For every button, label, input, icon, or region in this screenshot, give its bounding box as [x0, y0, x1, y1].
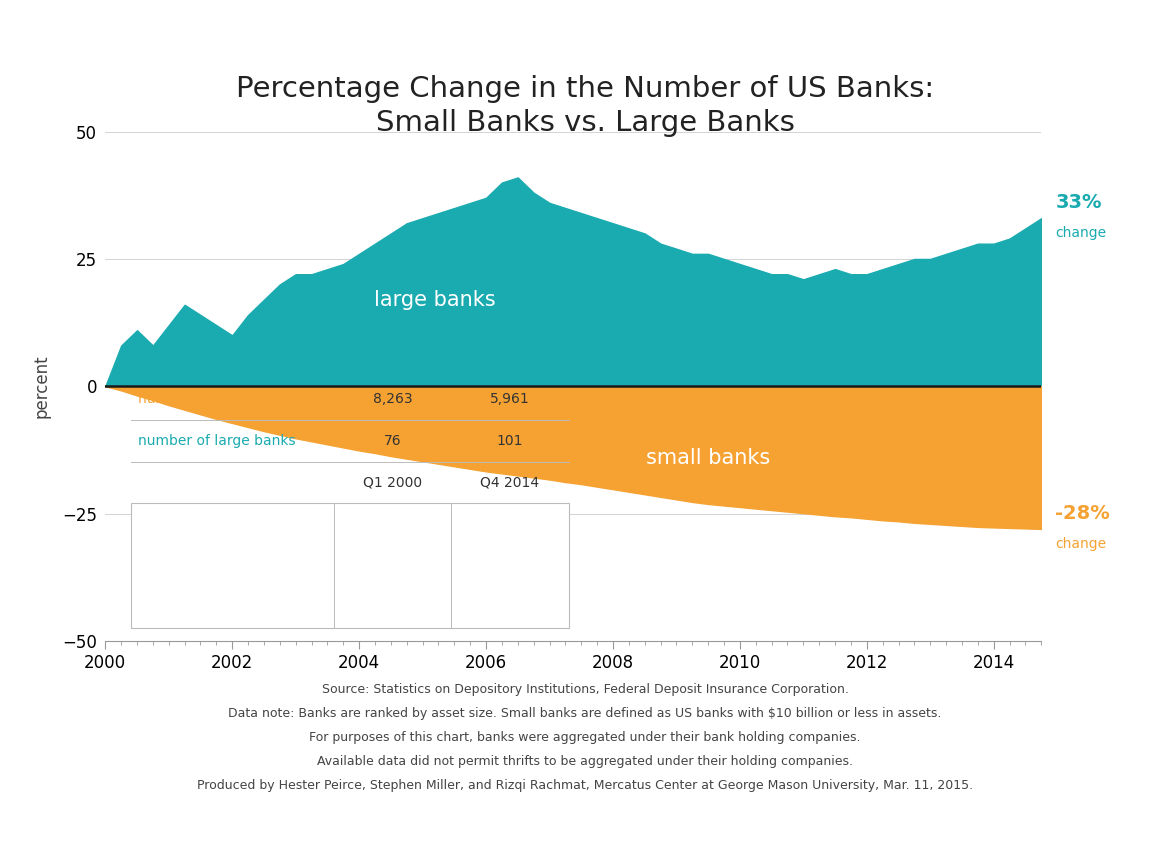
Text: Q1 2000: Q1 2000 — [363, 475, 422, 490]
Text: For purposes of this chart, banks were aggregated under their bank holding compa: For purposes of this chart, banks were a… — [309, 731, 861, 744]
Text: Source: Statistics on Depository Institutions, Federal Deposit Insurance Corpora: Source: Statistics on Depository Institu… — [322, 683, 848, 696]
Text: 5,961: 5,961 — [490, 392, 530, 407]
Text: 101: 101 — [496, 434, 523, 448]
Text: small banks: small banks — [646, 447, 770, 468]
Text: Q4 2014: Q4 2014 — [480, 475, 539, 490]
Text: Data note: Banks are ranked by asset size. Small banks are defined as US banks w: Data note: Banks are ranked by asset siz… — [228, 707, 942, 720]
Text: Available data did not permit thrifts to be aggregated under their holding compa: Available data did not permit thrifts to… — [317, 755, 853, 767]
Text: large banks: large banks — [374, 290, 496, 310]
Text: -28%: -28% — [1055, 504, 1110, 523]
Text: Small Banks vs. Large Banks: Small Banks vs. Large Banks — [376, 110, 794, 137]
Text: 8,263: 8,263 — [372, 392, 412, 407]
Text: number of small banks: number of small banks — [138, 392, 297, 407]
Text: Produced by Hester Peirce, Stephen Miller, and Rizqi Rachmat, Mercatus Center at: Produced by Hester Peirce, Stephen Mille… — [197, 779, 973, 791]
Bar — [131, 503, 569, 628]
Text: Percentage Change in the Number of US Banks:: Percentage Change in the Number of US Ba… — [236, 76, 934, 103]
Text: number of large banks: number of large banks — [138, 434, 296, 448]
Text: change: change — [1055, 537, 1107, 551]
Text: 76: 76 — [384, 434, 401, 448]
Y-axis label: percent: percent — [33, 355, 50, 418]
Text: change: change — [1055, 227, 1107, 240]
Text: 33%: 33% — [1055, 194, 1102, 212]
